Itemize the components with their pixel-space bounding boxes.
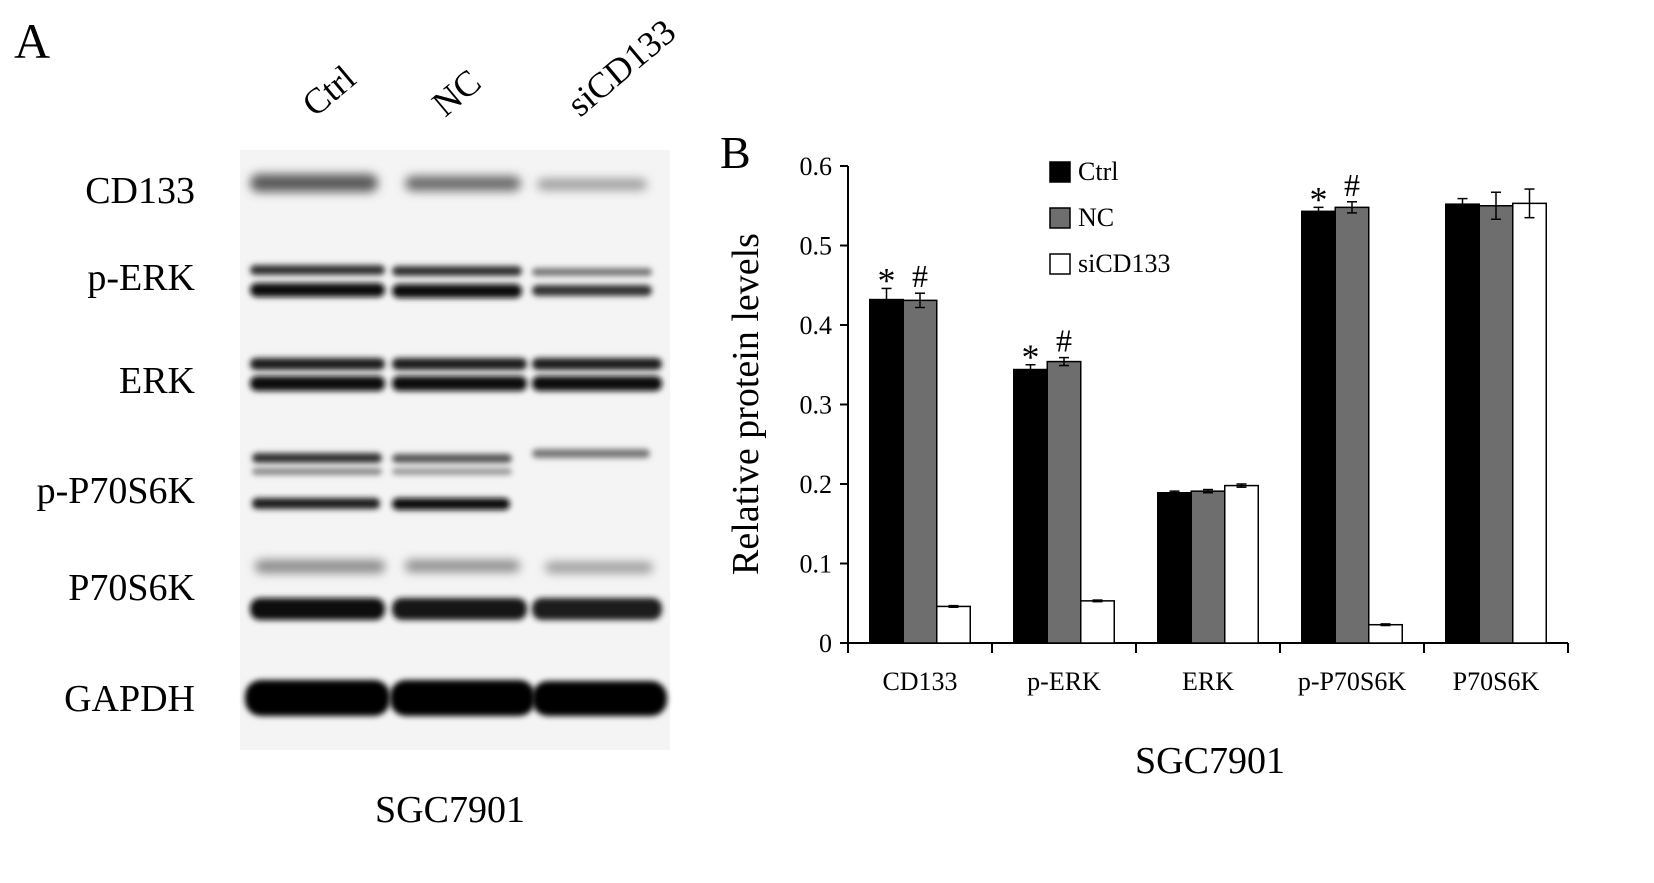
protein-label-p-p70s6k: p-P70S6K (37, 470, 196, 512)
x-tick-label-erk: ERK (1182, 667, 1234, 696)
y-tick-label: 0.3 (800, 391, 833, 420)
x-tick-label-p-p70s6k: p-P70S6K (1298, 667, 1407, 696)
blot-row-p-p70s6k (252, 449, 650, 510)
y-tick-label: 0.2 (800, 470, 833, 499)
significance-mark: # (1056, 323, 1072, 359)
protein-labels: CD133 p-ERK ERK p-P70S6K P70S6K GAPDH (37, 170, 196, 720)
protein-label-p70s6k: P70S6K (68, 567, 195, 609)
lane-label-sicd133: siCD133 (559, 11, 683, 124)
legend-label-nc: NC (1078, 203, 1114, 232)
panel-a-xlabel: SGC7901 (375, 789, 525, 831)
legend-swatch-ctrl (1049, 161, 1071, 183)
x-tick-label-p-erk: p-ERK (1027, 667, 1101, 696)
legend-swatch-sicd133 (1049, 253, 1071, 275)
bar-cd133-sicd133 (936, 605, 971, 644)
legend-label-ctrl: Ctrl (1078, 157, 1118, 186)
bar-p-p70s6k-sicd133 (1368, 623, 1403, 644)
x-tick-label-p70s6k: P70S6K (1453, 667, 1540, 696)
lane-label-nc: NC (424, 61, 488, 124)
significance-mark: * (1022, 337, 1040, 377)
bars: * # * # * # (869, 167, 1547, 644)
bar-p70s6k-nc (1478, 205, 1514, 644)
significance-mark: * (878, 260, 896, 300)
blot-row-cd133 (250, 174, 647, 192)
significance-mark: # (1344, 167, 1360, 203)
x-axis-label: SGC7901 (1135, 740, 1285, 782)
protein-label-p-erk: p-ERK (87, 257, 195, 299)
bar-p-erk-ctrl (1013, 368, 1048, 644)
lane-label-ctrl: Ctrl (294, 57, 363, 124)
significance-mark: # (912, 258, 928, 294)
y-axis-label: Relative protein levels (725, 233, 767, 575)
blot-image (240, 150, 670, 750)
legend: Ctrl NC siCD133 (1049, 157, 1170, 278)
significance-mark: * (1310, 179, 1328, 219)
x-tick-label-cd133: CD133 (882, 667, 957, 696)
y-tick-label: 0.4 (800, 311, 833, 340)
y-tick-label: 0 (819, 629, 832, 658)
panel-b-bar-chart: B Relative protein levels SGC7901 0 0.1 0.… (720, 127, 1569, 782)
bar-cd133-nc (902, 299, 938, 644)
panel-a-letter: A (14, 13, 50, 69)
bar-p-p70s6k-nc (1334, 206, 1370, 644)
y-tick-label: 0.5 (800, 232, 833, 261)
x-axis: CD133 p-ERK ERK p-P70S6K P70S6K (847, 642, 1569, 696)
y-tick-label: 0.6 (800, 152, 833, 181)
bar-erk-sicd133 (1224, 484, 1259, 644)
panel-a-western-blot: A Ctrl NC siCD133 CD133 p-ERK ERK p-P70S6K P70… (14, 11, 683, 831)
bar-cd133-ctrl (869, 298, 904, 644)
bar-p-erk-sicd133 (1080, 600, 1115, 644)
panel-b-letter: B (720, 127, 751, 178)
lane-labels: Ctrl NC siCD133 (294, 11, 683, 124)
protein-label-erk: ERK (119, 360, 196, 402)
bar-p-erk-nc (1046, 360, 1082, 644)
legend-swatch-nc (1049, 207, 1071, 229)
bar-p70s6k-ctrl (1445, 203, 1480, 644)
y-tick-label: 0.1 (800, 550, 833, 579)
bar-p70s6k-sicd133 (1512, 202, 1547, 644)
protein-label-gapdh: GAPDH (64, 678, 195, 720)
bar-erk-nc (1190, 490, 1226, 644)
blot-row-p70s6k (250, 560, 662, 620)
blot-row-p-erk (250, 265, 652, 298)
bar-erk-ctrl (1157, 491, 1192, 644)
blot-row-erk (250, 358, 662, 391)
protein-label-cd133: CD133 (85, 170, 195, 212)
y-axis: 0 0.1 0.2 0.3 0.4 0.5 0.6 (800, 152, 849, 658)
bar-p-p70s6k-ctrl (1301, 210, 1336, 644)
legend-label-sicd133: siCD133 (1078, 249, 1170, 278)
blot-row-gapdh (245, 680, 667, 716)
